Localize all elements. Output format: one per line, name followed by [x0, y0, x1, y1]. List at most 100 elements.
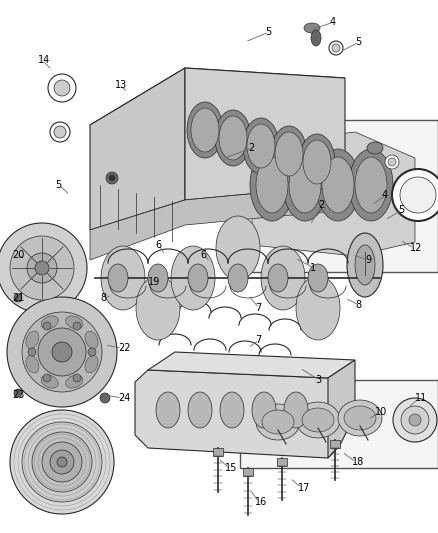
Ellipse shape	[344, 406, 376, 430]
Ellipse shape	[347, 233, 383, 297]
Ellipse shape	[215, 110, 251, 166]
Polygon shape	[185, 68, 345, 200]
Circle shape	[14, 389, 22, 397]
Ellipse shape	[136, 276, 180, 340]
Circle shape	[54, 126, 66, 138]
Bar	[240, 380, 438, 468]
Ellipse shape	[289, 157, 321, 213]
Ellipse shape	[148, 264, 168, 292]
Text: 5: 5	[355, 37, 361, 47]
Circle shape	[27, 253, 57, 283]
Circle shape	[14, 294, 22, 302]
Circle shape	[54, 80, 70, 96]
Polygon shape	[90, 68, 185, 230]
Circle shape	[52, 342, 72, 362]
Text: 8: 8	[355, 300, 361, 310]
Ellipse shape	[355, 245, 375, 285]
Ellipse shape	[284, 392, 308, 428]
Ellipse shape	[228, 264, 248, 292]
Text: 23: 23	[12, 390, 25, 400]
Ellipse shape	[250, 149, 294, 221]
Circle shape	[22, 312, 102, 392]
Circle shape	[385, 155, 399, 169]
Text: 24: 24	[118, 393, 131, 403]
Circle shape	[332, 44, 340, 52]
Polygon shape	[213, 448, 223, 456]
Text: 4: 4	[382, 190, 388, 200]
Polygon shape	[328, 360, 355, 458]
Ellipse shape	[349, 149, 393, 221]
Circle shape	[50, 122, 70, 142]
Text: 16: 16	[255, 497, 267, 507]
Circle shape	[28, 348, 36, 356]
Circle shape	[73, 374, 81, 382]
Bar	[240, 120, 438, 272]
Circle shape	[392, 169, 438, 221]
Text: 15: 15	[225, 463, 237, 473]
Text: 2: 2	[318, 200, 324, 210]
Circle shape	[401, 406, 429, 434]
Circle shape	[409, 414, 421, 426]
Ellipse shape	[283, 149, 327, 221]
Text: 22: 22	[118, 343, 131, 353]
Ellipse shape	[275, 132, 303, 176]
Ellipse shape	[296, 276, 340, 340]
Ellipse shape	[311, 30, 321, 46]
Ellipse shape	[302, 408, 334, 432]
Text: 13: 13	[115, 80, 127, 90]
Text: 5: 5	[398, 205, 404, 215]
Ellipse shape	[219, 116, 247, 160]
Ellipse shape	[256, 404, 300, 440]
Text: 17: 17	[298, 483, 311, 493]
Text: 4: 4	[330, 17, 336, 27]
Circle shape	[73, 322, 81, 330]
Ellipse shape	[41, 316, 58, 329]
Circle shape	[32, 432, 92, 492]
Text: 14: 14	[38, 55, 50, 65]
Ellipse shape	[187, 102, 223, 158]
Ellipse shape	[268, 264, 288, 292]
Polygon shape	[90, 68, 345, 138]
Ellipse shape	[106, 172, 118, 184]
Text: 21: 21	[12, 293, 25, 303]
Ellipse shape	[262, 410, 294, 434]
Ellipse shape	[108, 264, 128, 292]
Text: 18: 18	[352, 457, 364, 467]
Circle shape	[38, 328, 86, 376]
Circle shape	[48, 74, 76, 102]
Text: 2: 2	[248, 143, 254, 153]
Circle shape	[35, 261, 49, 275]
Text: 19: 19	[148, 277, 160, 287]
Ellipse shape	[256, 157, 288, 213]
Circle shape	[100, 393, 110, 403]
Ellipse shape	[271, 126, 307, 182]
Polygon shape	[243, 468, 253, 476]
Text: 5: 5	[265, 27, 271, 37]
Circle shape	[388, 158, 396, 166]
Text: 10: 10	[375, 407, 387, 417]
Polygon shape	[182, 250, 188, 278]
Ellipse shape	[101, 246, 145, 310]
Polygon shape	[330, 440, 340, 448]
Text: 6: 6	[200, 250, 206, 260]
Ellipse shape	[261, 246, 305, 310]
Circle shape	[393, 398, 437, 442]
Ellipse shape	[156, 392, 180, 428]
Ellipse shape	[252, 392, 276, 428]
Circle shape	[10, 236, 74, 300]
Circle shape	[329, 41, 343, 55]
Ellipse shape	[26, 331, 39, 349]
Circle shape	[88, 348, 96, 356]
Ellipse shape	[316, 149, 360, 221]
Polygon shape	[148, 352, 355, 378]
Circle shape	[22, 422, 102, 502]
Polygon shape	[90, 185, 345, 260]
Circle shape	[50, 450, 74, 474]
Ellipse shape	[41, 375, 58, 388]
Circle shape	[7, 297, 117, 407]
Circle shape	[0, 223, 87, 313]
Ellipse shape	[26, 356, 39, 373]
Ellipse shape	[109, 175, 115, 181]
Ellipse shape	[355, 157, 387, 213]
Ellipse shape	[66, 375, 83, 388]
